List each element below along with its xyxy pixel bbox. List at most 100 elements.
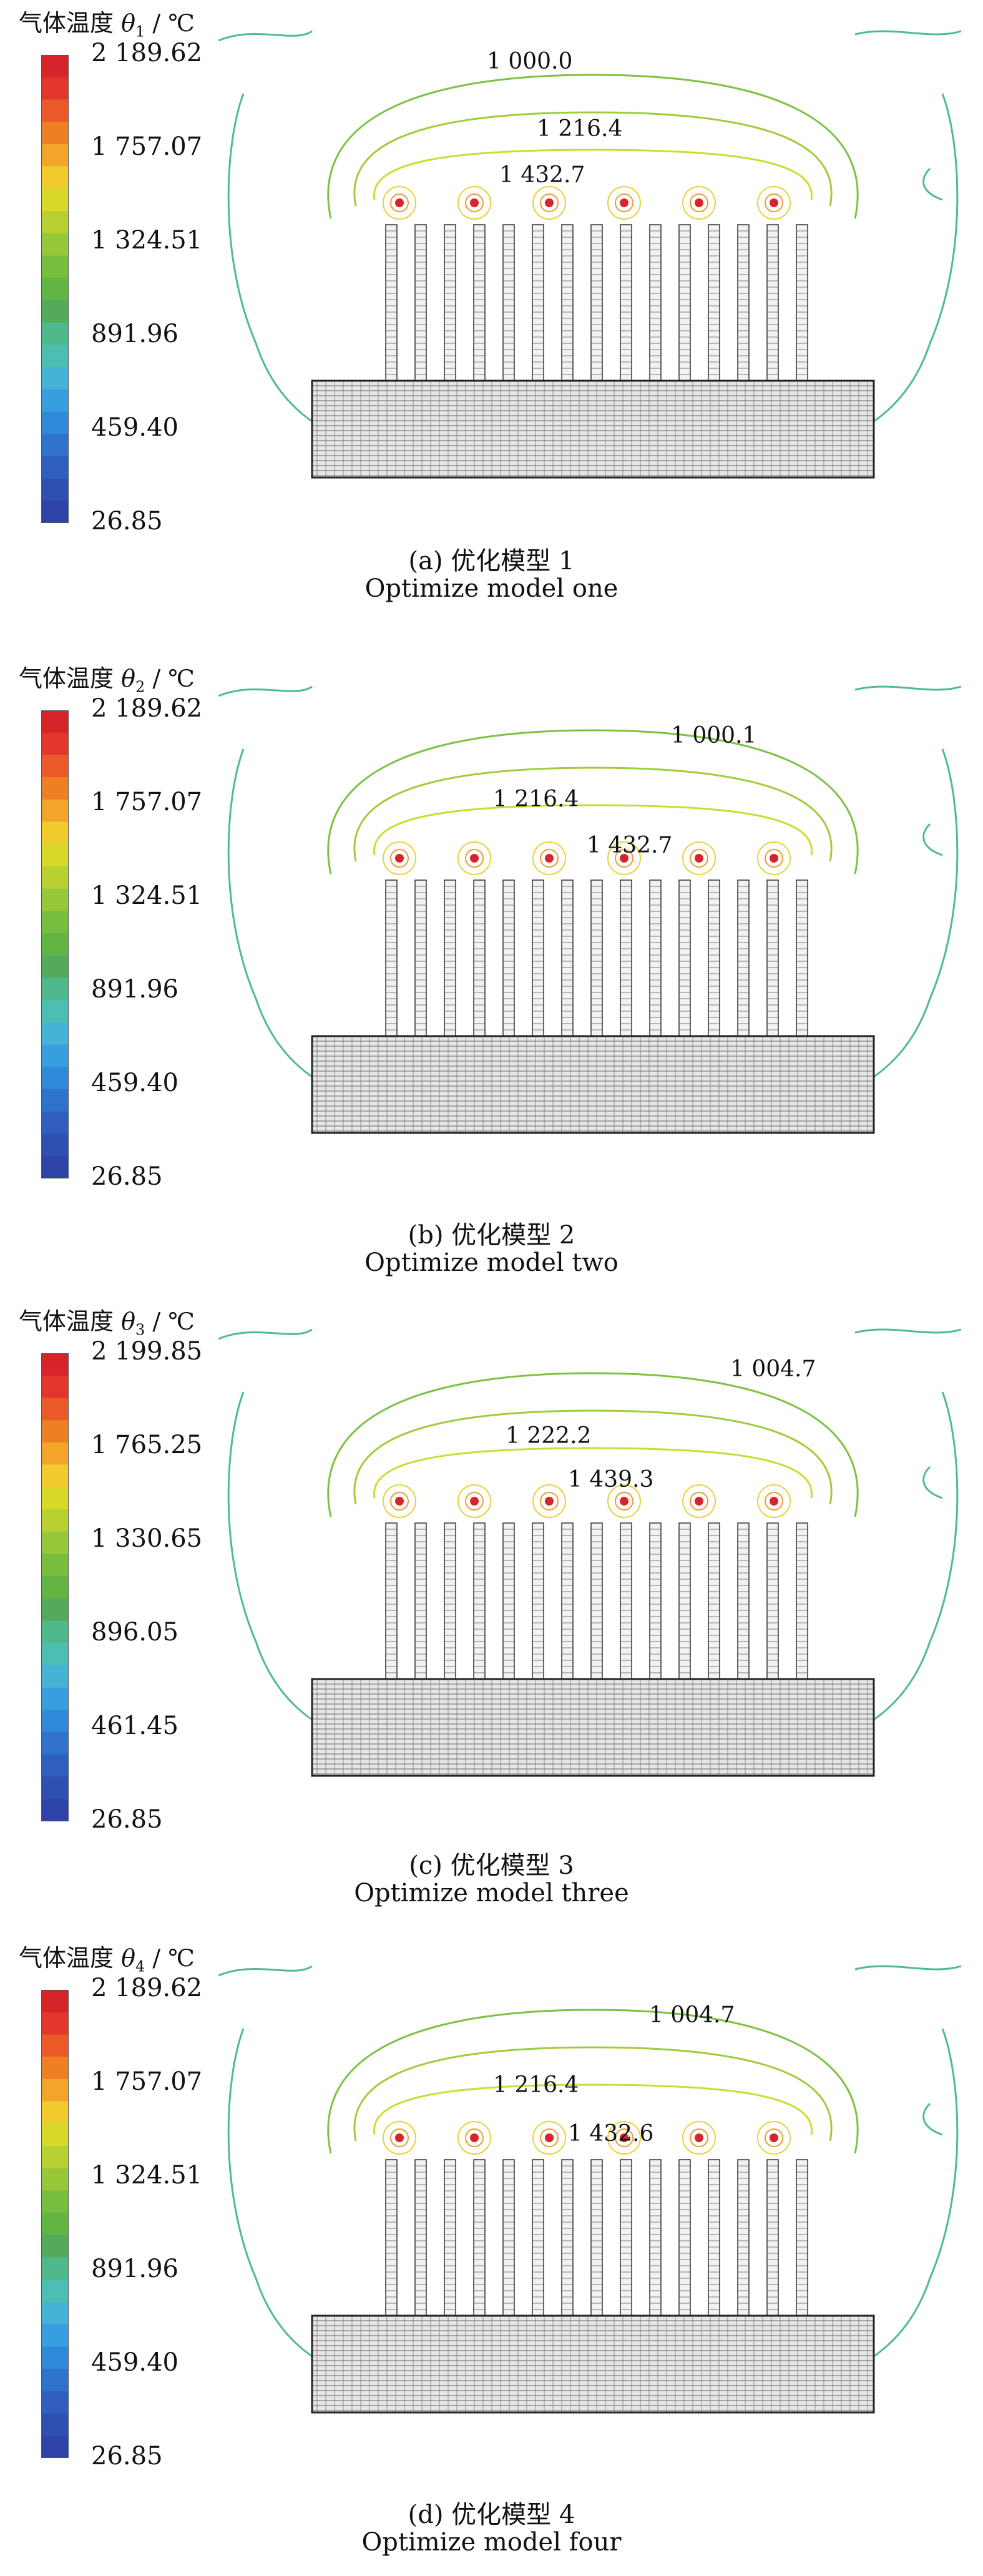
tube (385, 1522, 398, 1680)
caption-cn: (b) 优化模型 2 (408, 1221, 575, 1250)
color-bar-segment (41, 2235, 69, 2258)
tube (796, 2159, 808, 2316)
tube (444, 224, 456, 381)
hotspot-ring (690, 193, 708, 212)
contour-1000 (327, 1372, 859, 1517)
hotspot-ring (540, 849, 559, 868)
hotspot-ring (532, 186, 566, 220)
color-bar-segment (41, 777, 69, 800)
hotspot-core (470, 198, 479, 207)
panel-d: 气体温度 θ4 / ℃ 2 189.62 1 757.07 1 324.51 8… (0, 1935, 983, 2576)
tube (678, 224, 691, 381)
contour-label: 1 432.7 (587, 833, 672, 858)
contour-1216 (353, 111, 833, 207)
contour-label: 1 216.4 (493, 2072, 579, 2098)
color-bar-segment (41, 2257, 69, 2280)
hotspot-ring (532, 2121, 566, 2155)
color-bar-segment (41, 411, 69, 434)
tick-label: 1 757.07 (91, 132, 203, 161)
tick-label: 891.96 (91, 2255, 179, 2283)
tick-label: 2 189.62 (91, 39, 203, 67)
color-bar-segment (41, 1089, 69, 1112)
hotspot-ring (390, 849, 409, 868)
color-bar-segment (41, 2413, 69, 2436)
tube (590, 879, 603, 1037)
tick-label: 1 324.51 (91, 226, 203, 255)
caption-cn: (d) 优化模型 4 (408, 2500, 575, 2529)
hotspot-ring (457, 2121, 491, 2155)
tube (678, 2159, 691, 2316)
color-bar-segment (41, 2391, 69, 2414)
tick-label: 26.85 (91, 507, 163, 536)
hotspot-ring (682, 2121, 716, 2155)
hotspot-ring (540, 1492, 559, 1511)
hotspot-core (695, 854, 703, 863)
color-bar-segment (41, 2302, 69, 2325)
color-bar-segment (41, 1353, 69, 1376)
hotspot-ring (757, 2121, 791, 2155)
contour-label: 1 222.2 (506, 1423, 591, 1449)
color-bar-segment (41, 710, 69, 733)
color-bar-segment (41, 501, 69, 523)
contour-fragment (854, 685, 962, 691)
legend-title: 气体温度 θ3 / ℃ (19, 1308, 195, 1339)
tube (473, 224, 486, 381)
tube (502, 2159, 515, 2316)
contour-fragment (922, 823, 943, 856)
hotspot-ring (765, 193, 783, 212)
contour-fragment (922, 167, 943, 201)
color-bar-segment (41, 122, 69, 145)
color-bar-segment (41, 2436, 69, 2458)
contour-label: 1 004.7 (730, 1356, 816, 1382)
panel-a: 气体温度 θ1 / ℃ 2 189.62 1 757.07 1 324.51 8… (0, 0, 983, 641)
hotspot-ring (607, 2121, 641, 2155)
contour-1432 (373, 2084, 813, 2135)
tube (737, 1522, 750, 1680)
tube (561, 2159, 574, 2316)
tube (561, 879, 574, 1037)
color-bar-segment (41, 977, 69, 1001)
hotspot-ring (690, 849, 708, 868)
hotspot-ring (615, 193, 633, 212)
hotspot-ring (457, 186, 491, 220)
hotspot-core (620, 1497, 628, 1506)
color-bar-segment (41, 77, 69, 100)
panel-c: 气体温度 θ3 / ℃ 2 199.85 1 765.25 1 330.65 8… (0, 1298, 983, 1939)
color-bar-segment (41, 1754, 69, 1778)
caption-en: Optimize model one (364, 574, 619, 603)
tube (414, 224, 427, 381)
hotspot-ring (682, 841, 716, 875)
hotspot-ring (757, 841, 791, 875)
color-bar-segment (41, 2034, 69, 2057)
tube (473, 2159, 486, 2316)
color-bar-segment (41, 755, 69, 778)
legend-title: 气体温度 θ1 / ℃ (19, 9, 195, 41)
color-bar-segment (41, 2101, 69, 2124)
geometry (218, 30, 962, 479)
color-bar-segment (41, 345, 69, 368)
color-bar-segment (41, 732, 69, 756)
tube (561, 224, 574, 381)
contour-label: 1 216.4 (537, 116, 622, 142)
color-bar-segment (41, 1554, 69, 1577)
tube (649, 2159, 662, 2316)
tube (796, 879, 808, 1037)
color-bar-segment (41, 955, 69, 979)
color-bar-segment (41, 2324, 69, 2348)
color-bar-segment (41, 1576, 69, 1599)
hotspot-ring (690, 2128, 708, 2147)
hotspot-core (395, 198, 404, 207)
color-bar-segment (41, 300, 69, 323)
contour-label: 1 004.7 (649, 2002, 735, 2028)
color-bar-segment (41, 2168, 69, 2192)
hotspot-ring (383, 186, 416, 220)
contour-1216 (353, 2046, 833, 2142)
color-bar-segment (41, 1710, 69, 1733)
tube (737, 224, 750, 381)
color-bar-segment (41, 166, 69, 189)
tick-label: 459.40 (91, 2348, 179, 2377)
contour-fragment (218, 685, 313, 697)
color-bar-segment (41, 2057, 69, 2080)
tick-label: 2 199.85 (91, 1337, 203, 1366)
color-bar-segment (41, 1598, 69, 1622)
